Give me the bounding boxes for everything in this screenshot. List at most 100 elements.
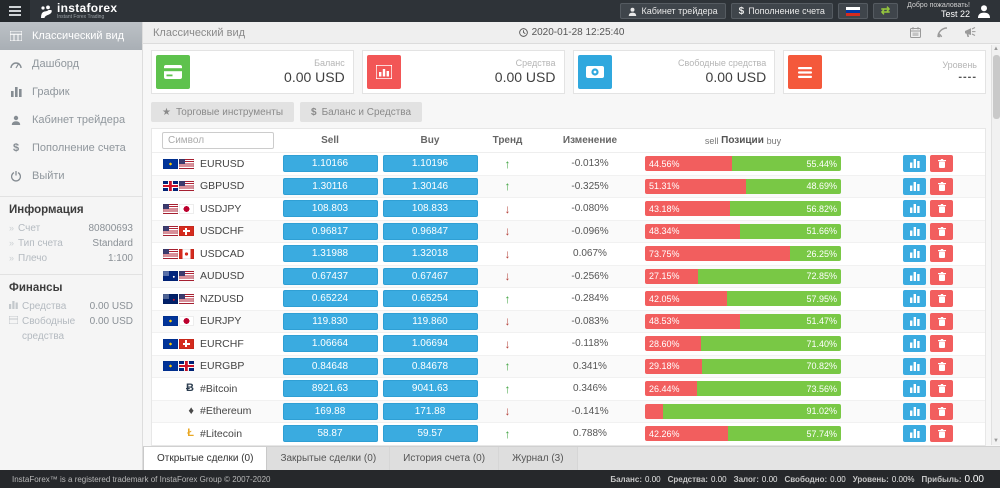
deposit-button[interactable]: $ Пополнение счета <box>730 3 833 19</box>
open-chart-button[interactable] <box>903 402 926 420</box>
calendar-icon[interactable] <box>910 27 921 38</box>
buy-price-button[interactable]: 1.30146 <box>382 177 478 195</box>
trend-arrow-icon: ↑ <box>504 156 511 171</box>
sell-price-button[interactable]: 0.96817 <box>282 222 378 240</box>
rss-icon[interactable] <box>937 27 948 38</box>
delete-symbol-button[interactable] <box>930 380 953 398</box>
buy-price-button[interactable]: 1.10196 <box>382 155 478 173</box>
finance-label: Свободные средства <box>22 316 76 342</box>
sidebar-item-chart[interactable]: График <box>0 78 142 106</box>
symbol-label: USDCHF <box>200 225 244 238</box>
open-chart-button[interactable] <box>903 290 926 308</box>
page-title: Классический вид <box>153 26 246 39</box>
delete-symbol-button[interactable] <box>930 155 953 173</box>
trading-instruments-button[interactable]: ★ Торговые инструменты <box>151 102 294 122</box>
delete-symbol-button[interactable] <box>930 290 953 308</box>
sell-price-button[interactable]: 119.830 <box>282 312 378 330</box>
positions-bar: 29.18% 70.82% <box>645 358 841 374</box>
open-chart-button[interactable] <box>903 380 926 398</box>
tab-open-trades[interactable]: Открытые сделки (0) <box>143 447 268 470</box>
buy-positions-segment: 72.85% <box>698 268 841 284</box>
buy-positions-segment: 57.74% <box>727 426 841 442</box>
buy-percent-label: 56.82% <box>806 203 837 214</box>
sell-price-button[interactable]: 1.31988 <box>282 245 378 263</box>
open-chart-button[interactable] <box>903 425 926 443</box>
announcement-icon[interactable] <box>964 27 976 38</box>
symbol-label: #Litecoin <box>200 427 243 440</box>
gb-flag-icon <box>163 181 178 192</box>
filter-buttons: ★ Торговые инструменты $ Баланс и Средст… <box>143 98 1000 128</box>
scroll-up-arrow[interactable]: ▲ <box>993 46 999 52</box>
delete-symbol-button[interactable] <box>930 312 953 330</box>
open-chart-button[interactable] <box>903 267 926 285</box>
buy-price-button[interactable]: 0.65254 <box>382 290 478 308</box>
buy-price-button[interactable]: 119.860 <box>382 312 478 330</box>
symbol-search-input[interactable] <box>162 132 274 149</box>
scroll-down-arrow[interactable]: ▼ <box>993 438 999 444</box>
buy-price-button[interactable]: 108.833 <box>382 200 478 218</box>
sell-price-button[interactable]: 108.803 <box>282 200 378 218</box>
buy-percent-label: 55.44% <box>806 158 837 169</box>
power-icon <box>9 170 23 182</box>
delete-symbol-button[interactable] <box>930 425 953 443</box>
vertical-scrollbar[interactable]: ▲ ▼ <box>991 45 1000 445</box>
open-chart-button[interactable] <box>903 155 926 173</box>
delete-symbol-button[interactable] <box>930 402 953 420</box>
delete-symbol-button[interactable] <box>930 177 953 195</box>
open-chart-button[interactable] <box>903 357 926 375</box>
sell-price-button[interactable]: 8921.63 <box>282 380 378 398</box>
language-flag-button[interactable] <box>837 3 868 19</box>
scrollbar-thumb[interactable] <box>992 55 1000 119</box>
buy-price-button[interactable]: 0.67467 <box>382 267 478 285</box>
buy-price-button[interactable]: 1.32018 <box>382 245 478 263</box>
open-chart-button[interactable] <box>903 222 926 240</box>
sell-price-button[interactable]: 169.88 <box>282 402 378 420</box>
sell-price-button[interactable]: 0.65224 <box>282 290 378 308</box>
tab-closed-trades[interactable]: Закрытые сделки (0) <box>267 447 391 470</box>
buy-price-button[interactable]: 0.84678 <box>382 357 478 375</box>
hamburger-menu-icon[interactable] <box>0 0 30 22</box>
open-chart-button[interactable] <box>903 335 926 353</box>
open-chart-button[interactable] <box>903 200 926 218</box>
info-value: 1:100 <box>107 253 133 264</box>
buy-price-button[interactable]: 0.96847 <box>382 222 478 240</box>
eu-flag-icon <box>163 316 178 327</box>
symbol-flags <box>162 361 194 372</box>
delete-symbol-button[interactable] <box>930 335 953 353</box>
buy-price-button[interactable]: 9041.63 <box>382 380 478 398</box>
table-row: EURJPY 119.830 119.860 ↓ -0.083% 48.53% … <box>152 310 985 333</box>
sidebar-item-logout[interactable]: Выйти <box>0 162 142 190</box>
username: Test 22 <box>940 8 970 19</box>
balance-and-funds-button[interactable]: $ Баланс и Средства <box>300 102 423 122</box>
delete-symbol-button[interactable] <box>930 200 953 218</box>
sidebar-item-deposit[interactable]: $ Пополнение счета <box>0 134 142 162</box>
delete-symbol-button[interactable] <box>930 267 953 285</box>
open-chart-button[interactable] <box>903 312 926 330</box>
sidebar-item-trader-cabinet[interactable]: Кабинет трейдера <box>0 106 142 134</box>
symbol-label: EURCHF <box>200 337 244 350</box>
bar-chart-icon <box>366 55 401 89</box>
exchange-button[interactable]: ⇄ <box>872 3 899 19</box>
trend-arrow-icon: ↓ <box>504 336 511 351</box>
delete-symbol-button[interactable] <box>930 357 953 375</box>
delete-symbol-button[interactable] <box>930 245 953 263</box>
buy-price-button[interactable]: 171.88 <box>382 402 478 420</box>
sell-price-button[interactable]: 1.30116 <box>282 177 378 195</box>
buy-price-button[interactable]: 1.06694 <box>382 335 478 353</box>
sell-price-button[interactable]: 58.87 <box>282 425 378 443</box>
sidebar-item-classic-view[interactable]: Классический вид <box>0 22 142 50</box>
sell-price-button[interactable]: 0.84648 <box>282 357 378 375</box>
open-chart-button[interactable] <box>903 245 926 263</box>
delete-symbol-button[interactable] <box>930 222 953 240</box>
buy-percent-label: 26.25% <box>806 248 837 259</box>
trader-cabinet-button[interactable]: Кабинет трейдера <box>620 3 726 19</box>
sell-price-button[interactable]: 1.10166 <box>282 155 378 173</box>
sell-price-button[interactable]: 0.67437 <box>282 267 378 285</box>
sell-price-button[interactable]: 1.06664 <box>282 335 378 353</box>
tab-account-history[interactable]: История счета (0) <box>390 447 500 470</box>
tab-journal[interactable]: Журнал (3) <box>499 447 578 470</box>
open-chart-button[interactable] <box>903 177 926 195</box>
avatar-icon[interactable] <box>977 4 991 18</box>
sidebar-item-dashboard[interactable]: Дашборд <box>0 50 142 78</box>
buy-price-button[interactable]: 59.57 <box>382 425 478 443</box>
